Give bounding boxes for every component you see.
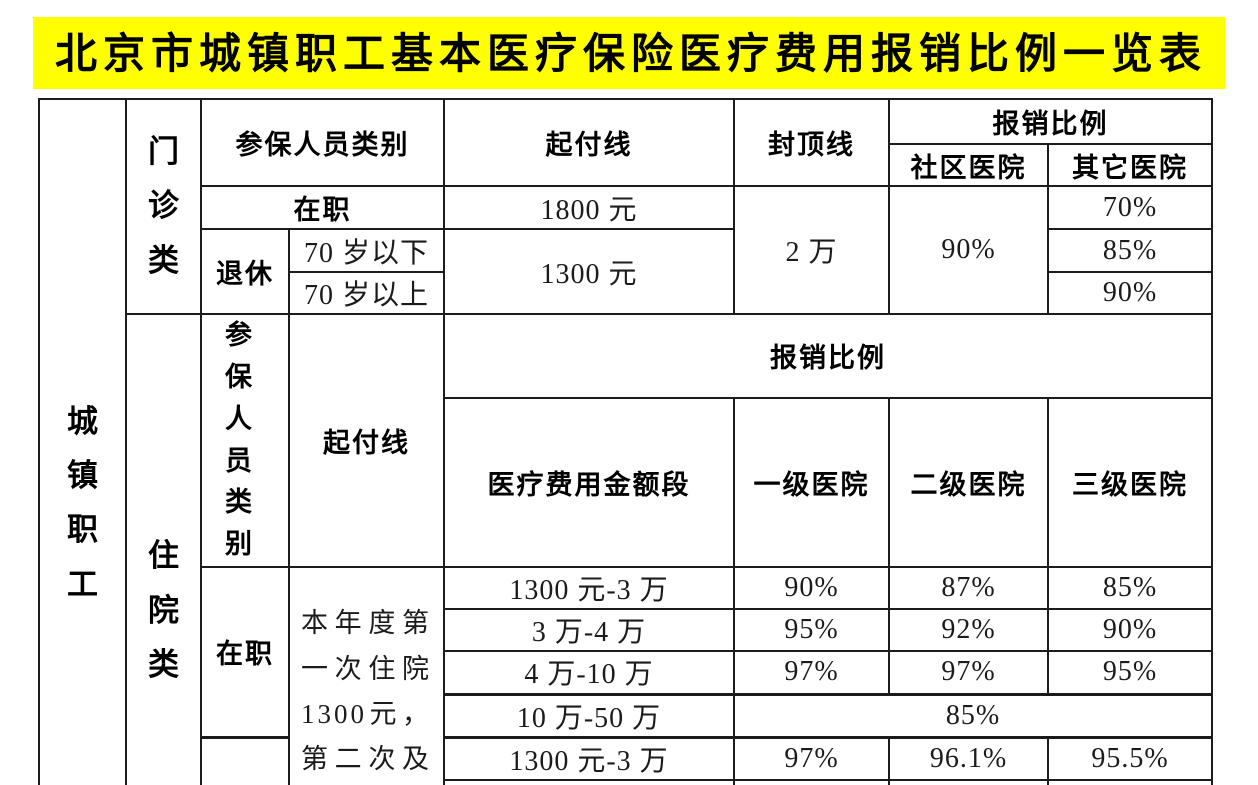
- header-inpatient-deductible: 起付线: [288, 312, 445, 569]
- inpatient-category-text: 参 保 人 员 类 别: [225, 320, 265, 560]
- tier1-value: 97%: [733, 735, 890, 782]
- outpatient-retired-under70-label: 70 岁以下: [288, 228, 445, 273]
- segment-cell: 1300 元-3 万: [443, 735, 735, 782]
- segment-cell: 1300 元-3 万: [443, 566, 735, 611]
- header-outpatient-deductible: 起付线: [443, 98, 735, 187]
- segment-cell: 3 万-4 万: [443, 779, 735, 785]
- tier1-value: 98.5%: [733, 779, 890, 785]
- table-row: 4 万-10 万 97% 97% 95%: [39, 650, 1213, 696]
- inpatient-retired-label: 退休: [200, 735, 290, 785]
- table-row: 3 万-4 万 95% 92% 90%: [39, 608, 1213, 653]
- tier2-value: 87%: [888, 566, 1049, 611]
- table-row: 城镇职工 门诊类 参保人员类别 起付线 封顶线 报销比例: [38, 98, 1213, 785]
- inpatient-active-label: 在职: [200, 566, 290, 739]
- tier2-value: 96.1%: [888, 735, 1049, 782]
- table-row: 10 万-50 万 85%: [39, 692, 1213, 739]
- group-label-cell: 城镇职工: [38, 98, 127, 785]
- outpatient-retired-under70-other-value: 85%: [1047, 228, 1213, 273]
- outpatient-active-label: 在职: [200, 185, 445, 230]
- header-outpatient-cap: 封顶线: [733, 98, 890, 187]
- table-row: 退休 70 岁以下 1300 元 85%: [39, 228, 1213, 315]
- reimbursement-table: 城镇职工 门诊类 参保人员类别 起付线 封顶线 报销比例 社区医院 其它医院 在…: [38, 98, 1213, 785]
- outpatient-retired-over70-label: 70 岁以上: [288, 271, 445, 315]
- segment-cell: 3 万-4 万: [443, 608, 735, 653]
- header-outpatient-ratio: 报销比例: [888, 98, 1213, 145]
- outpatient-active-deductible: 1800 元: [443, 185, 735, 230]
- outpatient-retired-deductible: 1300 元: [443, 228, 735, 315]
- tier1-value: 97%: [733, 650, 890, 696]
- tier3-value: 95.5%: [1047, 735, 1213, 782]
- outpatient-retired-over70-other-value: 90%: [1047, 271, 1213, 315]
- header-tier2-hospital: 二级医院: [888, 396, 1049, 569]
- tier2-value: 97%: [888, 650, 1049, 696]
- inpatient-section-label: 住院类: [148, 538, 179, 682]
- outpatient-section-label: 门诊类: [148, 134, 179, 278]
- tier3-value: 97%: [1047, 779, 1213, 785]
- tier3-value: 85%: [1047, 566, 1213, 611]
- table-row: 在职 1800 元 2 万 90% 70%: [39, 185, 1213, 315]
- header-other-hospital: 其它医院: [1047, 143, 1213, 187]
- page-title: 北京市城镇职工基本医疗保险医疗费用报销比例一览表: [32, 17, 1225, 89]
- header-outpatient-category: 参保人员类别: [200, 98, 445, 187]
- inpatient-deductible-note-cell: 本年度第一次住院1300元，第二次及以后每次650元: [288, 566, 445, 785]
- outpatient-retired-label: 退休: [200, 228, 290, 315]
- segment-cell: 4 万-10 万: [443, 650, 735, 696]
- table-row: 在职 本年度第一次住院1300元，第二次及以后每次650元 1300 元-3 万…: [39, 566, 1213, 785]
- tier2-value: 97.6%: [888, 779, 1049, 785]
- inpatient-section-cell: 住院类: [125, 313, 202, 785]
- outpatient-active-other-value: 70%: [1047, 185, 1213, 230]
- title-bar: 北京市城镇职工基本医疗保险医疗费用报销比例一览表: [0, 0, 1258, 89]
- table-row: 退休 1300 元-3 万 97% 96.1% 95.5%: [39, 735, 1213, 785]
- group-label: 城镇职工: [67, 403, 98, 602]
- merged-ratio-value: 85%: [733, 692, 1213, 739]
- tier1-value: 90%: [733, 566, 890, 611]
- header-community-hospital: 社区医院: [888, 143, 1049, 187]
- table-row: 3 万-4 万 98.5% 97.6% 97%: [39, 779, 1213, 785]
- table-row: 医疗费用金额段 一级医院 二级医院 三级医院: [39, 396, 1213, 569]
- inpatient-deductible-note: 本年度第一次住院1300元，第二次及以后每次650元: [301, 608, 432, 775]
- table-row: 社区医院 其它医院: [39, 143, 1213, 187]
- tier2-value: 92%: [888, 608, 1049, 653]
- header-inpatient-ratio: 报销比例: [443, 313, 1213, 399]
- outpatient-section-cell: 门诊类: [125, 98, 202, 315]
- header-expense-segment: 医疗费用金额段: [443, 396, 735, 569]
- segment-cell: 10 万-50 万: [443, 692, 735, 739]
- table-row: 住院类 参 保 人 员 类 别 起付线 报销比例: [39, 312, 1213, 785]
- outpatient-cap-value: 2 万: [733, 185, 890, 315]
- header-tier1-hospital: 一级医院: [733, 396, 890, 569]
- header-inpatient-category: 参 保 人 员 类 别: [200, 312, 290, 569]
- tier3-value: 95%: [1047, 650, 1213, 696]
- tier3-value: 90%: [1047, 608, 1213, 653]
- tier1-value: 95%: [733, 608, 890, 653]
- outpatient-community-value: 90%: [888, 185, 1049, 315]
- header-tier3-hospital: 三级医院: [1047, 396, 1213, 569]
- table-row: 70 岁以上 90%: [39, 271, 1213, 315]
